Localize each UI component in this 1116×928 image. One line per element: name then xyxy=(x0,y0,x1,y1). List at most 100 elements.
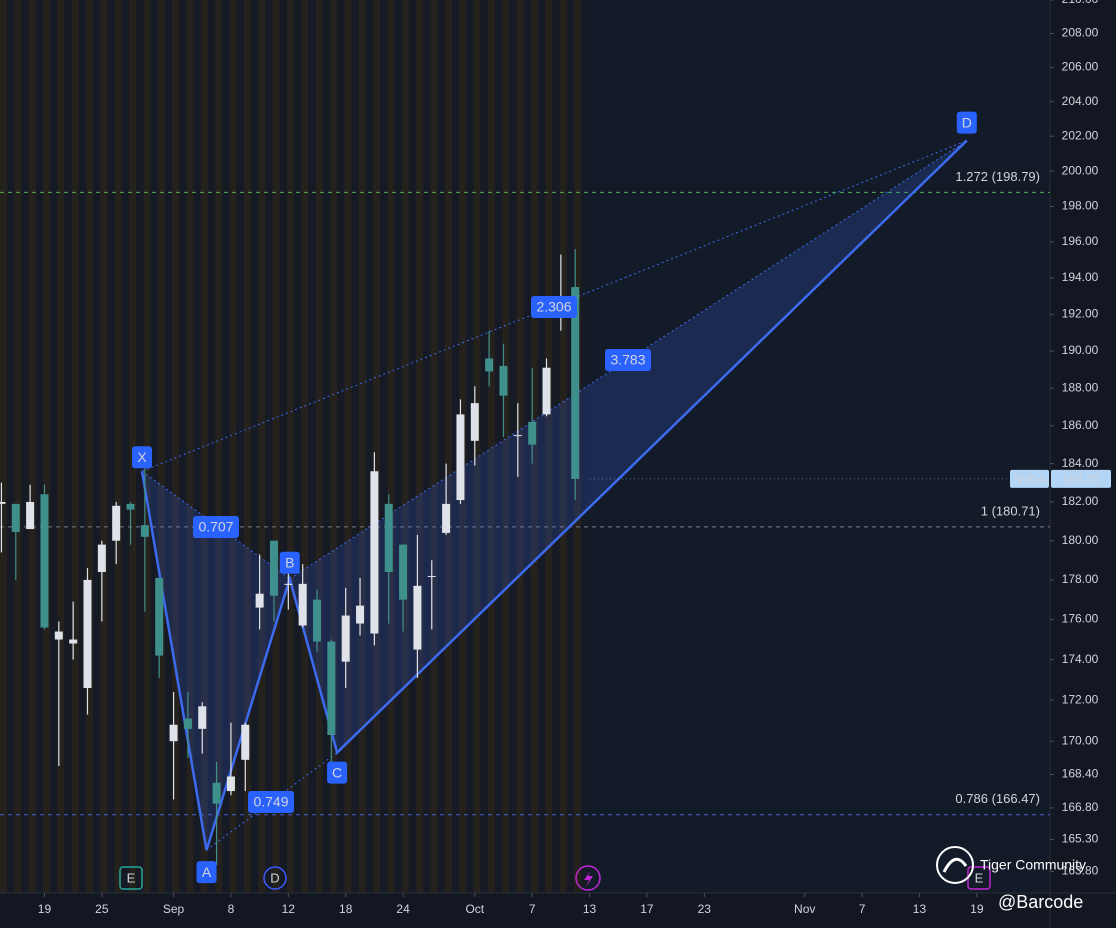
event-label: E xyxy=(975,870,984,885)
candle-body xyxy=(370,471,379,634)
fib-level-label: 1 (180.71) xyxy=(981,503,1040,518)
y-tick-label: 180.00 xyxy=(1062,533,1099,547)
candle-body xyxy=(499,365,508,396)
y-tick-label: 182.00 xyxy=(1062,494,1099,508)
candle-body xyxy=(542,367,551,415)
candle-body xyxy=(97,544,106,573)
candle-body xyxy=(356,605,365,624)
candle-body xyxy=(183,718,192,729)
pattern-ratio-label-box xyxy=(248,791,294,813)
candle-body xyxy=(399,544,408,600)
candle-body xyxy=(83,579,92,688)
candle-body xyxy=(298,583,307,626)
candle-body xyxy=(54,631,63,640)
y-tick-label: 165.30 xyxy=(1062,832,1099,846)
x-tick-label: Nov xyxy=(794,902,815,916)
candle-body xyxy=(26,501,35,530)
pattern-point-label-box xyxy=(327,761,348,784)
y-tick-label: 192.00 xyxy=(1062,307,1099,321)
y-tick-label: 202.00 xyxy=(1062,128,1099,142)
symbol-label: NVDA xyxy=(1014,474,1045,486)
fib-level-label: 0.786 (166.47) xyxy=(955,791,1040,806)
y-tick-label: 196.00 xyxy=(1062,234,1099,248)
candle-body xyxy=(384,503,393,573)
pattern-ratio-label-box xyxy=(193,516,239,538)
session-stripes xyxy=(0,0,585,893)
candle-body xyxy=(241,724,250,760)
candles xyxy=(0,249,580,866)
candle-body xyxy=(269,540,278,596)
pattern-point-label-box xyxy=(132,446,153,469)
candle-body xyxy=(427,575,436,577)
y-tick-label: 172.00 xyxy=(1062,692,1099,706)
pattern-point-label-box xyxy=(196,861,217,884)
pattern-triangle xyxy=(142,471,290,851)
pattern-point-label-box xyxy=(279,551,300,574)
event-icon xyxy=(119,866,143,890)
event-icon xyxy=(263,866,287,890)
fib-level-label: 1.272 (198.79) xyxy=(955,169,1040,184)
candle-body xyxy=(112,505,121,541)
price-tag xyxy=(1051,469,1111,488)
candle-body xyxy=(485,358,494,372)
x-tick-label: Sep xyxy=(163,902,185,916)
split-icon xyxy=(575,865,601,891)
y-tick-label: 210.00 xyxy=(1062,0,1099,6)
event-label: E xyxy=(127,870,136,885)
pattern-ratio-label: 0.707 xyxy=(198,519,233,535)
candle-body xyxy=(442,503,451,533)
y-tick-label: 200.00 xyxy=(1062,163,1099,177)
candle-body xyxy=(413,585,422,650)
y-tick-label: 166.80 xyxy=(1062,800,1099,814)
pattern-ratio-label: 2.306 xyxy=(536,299,571,315)
candle-body xyxy=(126,503,135,510)
candle-body xyxy=(69,639,78,644)
candle-body xyxy=(140,525,149,537)
candle-body xyxy=(198,706,207,729)
x-tick-label: 23 xyxy=(698,902,712,916)
pattern-triangle xyxy=(289,140,967,753)
candle-body xyxy=(313,599,322,642)
candle-body xyxy=(528,421,537,445)
symbol-tag xyxy=(1010,469,1049,488)
pattern-ratio-label: 0.749 xyxy=(253,794,288,810)
x-tick-label: 12 xyxy=(282,902,296,916)
candle-body xyxy=(327,641,336,736)
pattern-point-label-box xyxy=(956,111,977,134)
pattern-point-label: X xyxy=(137,449,147,465)
watermark-handle: @Barcode xyxy=(998,892,1083,912)
y-tick-label: 184.00 xyxy=(1062,456,1099,470)
y-tick-label: 186.00 xyxy=(1062,418,1099,432)
x-tick-label: 25 xyxy=(95,902,109,916)
pattern-ratio-label-box xyxy=(605,349,651,371)
y-tick-label: 178.00 xyxy=(1062,572,1099,586)
x-tick-label: 17 xyxy=(640,902,654,916)
y-tick-label: 206.00 xyxy=(1062,60,1099,74)
split-icon-bolt xyxy=(584,870,593,887)
candle-body xyxy=(255,593,264,608)
y-tick-label: 168.40 xyxy=(1062,767,1099,781)
pattern-point-label: D xyxy=(962,114,972,130)
x-tick-label: 18 xyxy=(339,902,353,916)
x-tick-label: 19 xyxy=(970,902,984,916)
candle-body xyxy=(456,414,465,501)
pattern-point-label: C xyxy=(332,764,342,780)
candle-body xyxy=(40,494,49,628)
pattern-ratio-label-box xyxy=(531,296,577,318)
candle-body xyxy=(212,782,221,804)
x-tick-label: Oct xyxy=(465,902,484,916)
x-tick-label: 7 xyxy=(529,902,536,916)
event-label: D xyxy=(270,870,279,885)
annotations: 1.272 (198.79) 1 (180.71) 0.786 (166.47) X A… xyxy=(119,111,1050,891)
pattern-diagonal xyxy=(141,140,967,472)
x-tick-label: 8 xyxy=(228,902,235,916)
x-tick-label: 24 xyxy=(396,902,410,916)
y-tick-label: 163.80 xyxy=(1062,864,1099,878)
y-tick-label: 208.00 xyxy=(1062,26,1099,40)
y-tick-label: 190.00 xyxy=(1062,343,1099,357)
y-tick-label: 174.00 xyxy=(1062,652,1099,666)
x-tick-label: 19 xyxy=(38,902,52,916)
candle-body xyxy=(513,435,522,437)
